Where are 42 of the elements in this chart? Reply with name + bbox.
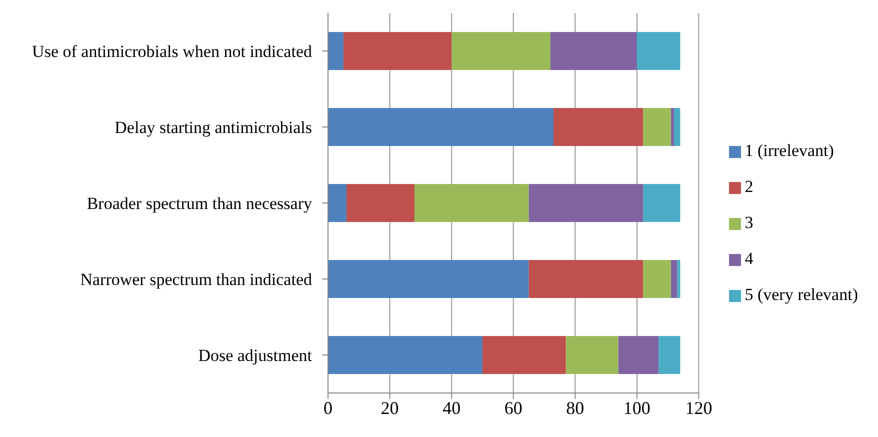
y-tick-label: Delay starting antimicrobials: [114, 118, 312, 138]
bar: [328, 184, 347, 222]
bar: [618, 336, 659, 374]
bar: [414, 184, 529, 222]
legend-label: 3: [744, 213, 754, 232]
bar: [658, 336, 680, 374]
bar: [528, 184, 644, 222]
bar: [643, 184, 680, 222]
y-tick-label: Use of antimicrobials when not indicated: [32, 42, 312, 62]
x-tick-label: 120: [685, 398, 712, 418]
y-tick-label: Narrower spectrum than indicated: [80, 270, 312, 290]
bar: [550, 32, 637, 70]
bar: [554, 108, 644, 146]
x-tick-label: 40: [442, 398, 461, 418]
legend-label: 1 (irrelevant): [744, 141, 834, 160]
bar: [482, 336, 566, 374]
bar: [670, 108, 674, 146]
bar: [328, 32, 344, 70]
bar: [643, 260, 671, 298]
bar: [328, 108, 554, 146]
x-tick-label: 0: [324, 398, 332, 418]
bar: [674, 108, 680, 146]
bar: [566, 336, 618, 374]
bar: [643, 108, 671, 146]
bar: [670, 260, 678, 298]
x-tick-label: 100: [623, 398, 650, 418]
bar: [346, 184, 414, 222]
bar: [328, 336, 482, 374]
x-tick-label: 60: [504, 398, 522, 418]
bar: [528, 260, 644, 298]
x-tick-label: 20: [380, 398, 399, 418]
y-tick-label: Dose adjustment: [198, 346, 312, 366]
bar: [328, 260, 529, 298]
y-tick-label: Broader spectrum than necessary: [86, 194, 312, 214]
bar: [343, 32, 452, 70]
x-tick-label: 80: [566, 398, 584, 418]
legend-label: 2: [744, 177, 754, 196]
legend-label: 4: [744, 249, 754, 268]
bar: [636, 32, 680, 70]
bar: [452, 32, 550, 70]
legend-label: 5 (very relevant): [744, 285, 858, 304]
bar: [677, 260, 680, 298]
